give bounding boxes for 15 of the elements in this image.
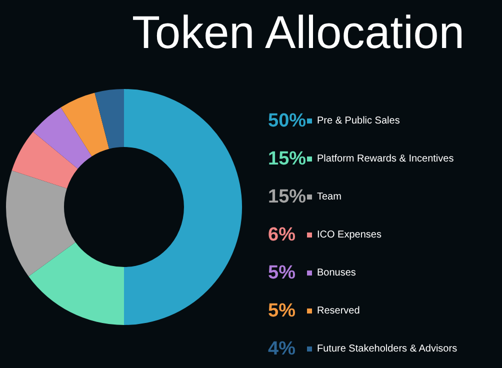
legend-label: ICO Expenses (317, 230, 382, 240)
data-label: 5% (268, 262, 296, 284)
data-label: 4% (268, 338, 296, 360)
data-label: 6% (268, 224, 296, 246)
legend-label: Platform Rewards & Incentives (317, 154, 454, 164)
legend-label: Pre & Public Sales (317, 116, 400, 126)
legend-label: Team (317, 192, 342, 202)
chart-title: Token Allocation (132, 6, 464, 58)
data-label: 15% (268, 148, 306, 170)
legend-label: Reserved (317, 306, 360, 316)
legend-label: Future Stakeholders & Advisors (317, 344, 458, 354)
data-label: 15% (268, 186, 306, 208)
data-label: 5% (268, 300, 296, 322)
data-label: 50% (268, 110, 306, 132)
legend-label: Bonuses (317, 268, 356, 278)
